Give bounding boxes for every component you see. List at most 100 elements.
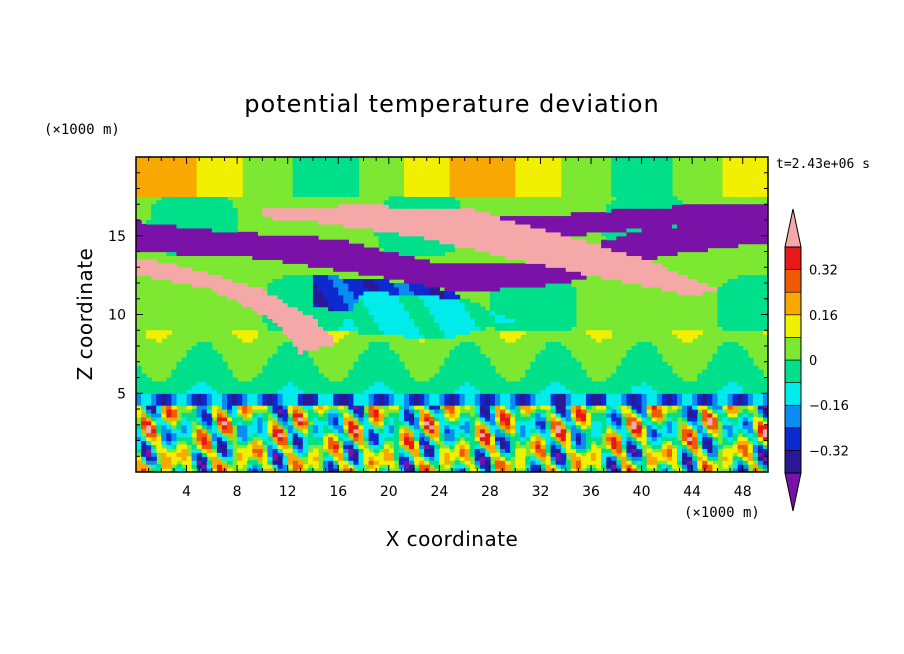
field-cell: [292, 389, 299, 394]
field-cell: [550, 412, 557, 418]
field-cell: [742, 468, 749, 472]
field-cell: [227, 247, 233, 253]
field-cell: [398, 267, 405, 272]
field-cell: [328, 286, 334, 292]
field-cell: [717, 310, 724, 316]
field-cell: [302, 365, 309, 371]
field-cell: [206, 381, 213, 386]
field-cell: [368, 456, 375, 461]
field-cell: [297, 464, 304, 469]
field-cell: [333, 456, 339, 461]
field-cell: [520, 294, 526, 300]
field-cell: [656, 357, 663, 363]
field-cell: [570, 310, 577, 316]
field-cell: [459, 468, 466, 472]
field-cell: [409, 389, 415, 394]
field-cell: [227, 401, 233, 406]
field-cell: [181, 251, 188, 257]
field-cell: [237, 251, 243, 257]
field-cell: [732, 409, 739, 414]
field-cell: [196, 432, 203, 438]
field-cell: [328, 409, 334, 414]
field-cell: [722, 283, 729, 288]
field-cell: [252, 393, 258, 398]
field-cell: [489, 393, 496, 398]
field-cell: [732, 298, 739, 304]
field-cell: [186, 349, 193, 355]
field-cell: [191, 243, 198, 249]
field-cell: [302, 283, 309, 288]
field-cell: [626, 416, 633, 422]
field-cell: [307, 393, 314, 398]
field-cell: [712, 377, 719, 383]
field-cell: [297, 397, 304, 402]
field-cell: [312, 385, 319, 390]
field-cell: [682, 409, 688, 414]
field-cell: [687, 338, 693, 343]
field-cell: [555, 259, 562, 264]
field-cell: [505, 420, 511, 426]
field-cell: [454, 373, 461, 379]
field-cell: [267, 357, 274, 363]
field-cell: [505, 318, 511, 323]
field-cell: [479, 428, 486, 434]
field-cell: [414, 334, 420, 339]
field-cell: [242, 397, 248, 402]
field-cell: [757, 302, 764, 308]
field-cell: [560, 393, 567, 398]
field-cell: [671, 448, 678, 453]
field-cell: [146, 381, 152, 386]
field-cell: [697, 436, 703, 442]
field-cell: [580, 444, 587, 449]
field-cell: [151, 412, 157, 418]
field-cell: [378, 440, 385, 446]
field-cell: [454, 460, 461, 465]
field-cell: [484, 409, 491, 414]
field-cell: [656, 361, 663, 367]
field-cell: [479, 448, 486, 453]
field-cell: [262, 416, 269, 422]
field-cell: [383, 330, 390, 335]
field-cell: [555, 290, 562, 296]
field-cell: [687, 283, 693, 288]
field-cell: [601, 389, 607, 394]
field-cell: [540, 283, 547, 288]
field-cell: [596, 420, 602, 426]
field-cell: [388, 330, 395, 335]
field-cell: [257, 381, 263, 386]
field-cell: [489, 428, 496, 434]
field-cell: [636, 436, 643, 442]
field-cell: [469, 342, 476, 347]
field-cell: [621, 279, 628, 284]
field-cell: [378, 279, 385, 284]
field-cell: [348, 259, 355, 264]
field-cell: [651, 267, 658, 272]
field-cell: [671, 440, 678, 446]
field-cell: [737, 314, 744, 320]
field-cell: [712, 464, 719, 469]
field-cell: [641, 267, 648, 272]
field-cell: [414, 448, 420, 453]
field-cell: [636, 349, 643, 355]
field-cell: [272, 243, 279, 249]
field-cell: [585, 401, 592, 406]
field-cell: [636, 365, 643, 371]
field-cell: [545, 326, 552, 331]
field-cell: [621, 401, 628, 406]
field-cell: [156, 401, 162, 406]
field-cell: [393, 373, 400, 379]
field-cell: [540, 365, 547, 371]
field-cell: [186, 416, 193, 422]
field-cell: [636, 381, 643, 386]
field-cell: [237, 385, 243, 390]
field-cell: [666, 436, 673, 442]
field-cell: [358, 373, 365, 379]
field-cell: [505, 412, 511, 418]
field-cell: [671, 397, 678, 402]
field-cell: [631, 424, 638, 430]
field-cell: [429, 310, 435, 316]
field-cell: [697, 464, 703, 469]
field-cell: [641, 259, 648, 264]
field-cell: [479, 460, 486, 465]
field-cell: [201, 393, 208, 398]
